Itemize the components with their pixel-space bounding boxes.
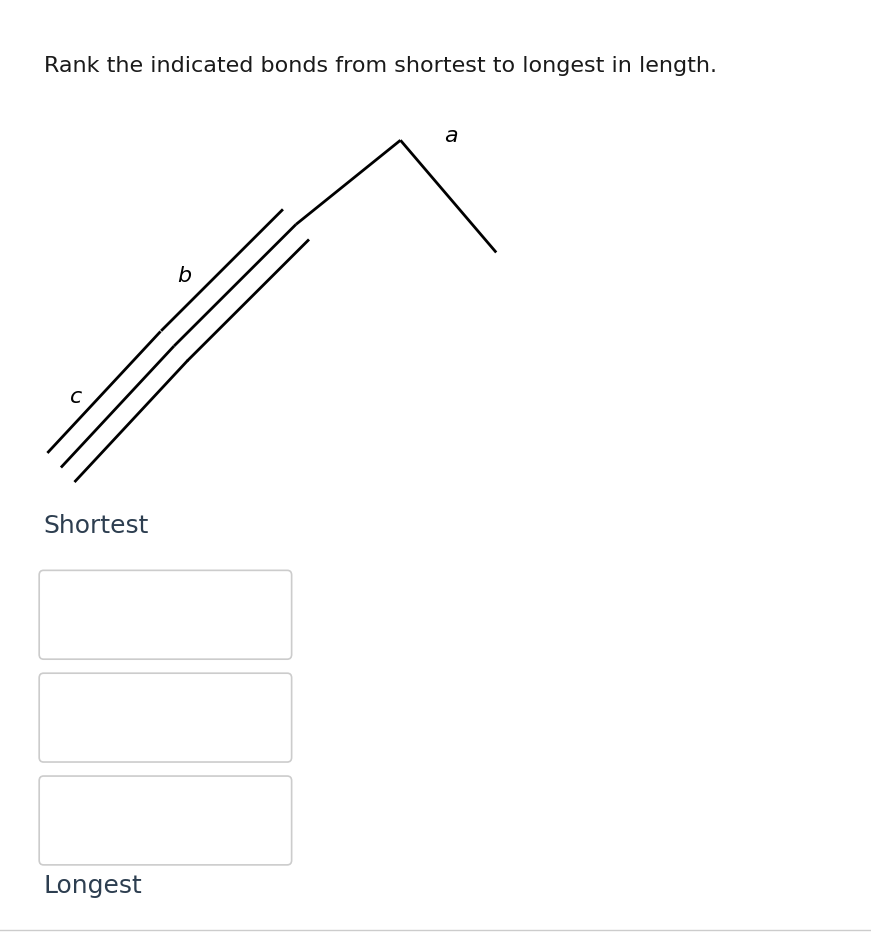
- Text: Rank the indicated bonds from shortest to longest in length.: Rank the indicated bonds from shortest t…: [44, 56, 717, 76]
- Text: c: c: [70, 387, 83, 408]
- Text: b: b: [178, 266, 191, 286]
- Text: a: a: [444, 125, 458, 146]
- FancyBboxPatch shape: [39, 673, 292, 762]
- FancyBboxPatch shape: [39, 570, 292, 659]
- FancyBboxPatch shape: [39, 776, 292, 865]
- Text: Shortest: Shortest: [44, 514, 148, 539]
- Text: Longest: Longest: [44, 874, 142, 899]
